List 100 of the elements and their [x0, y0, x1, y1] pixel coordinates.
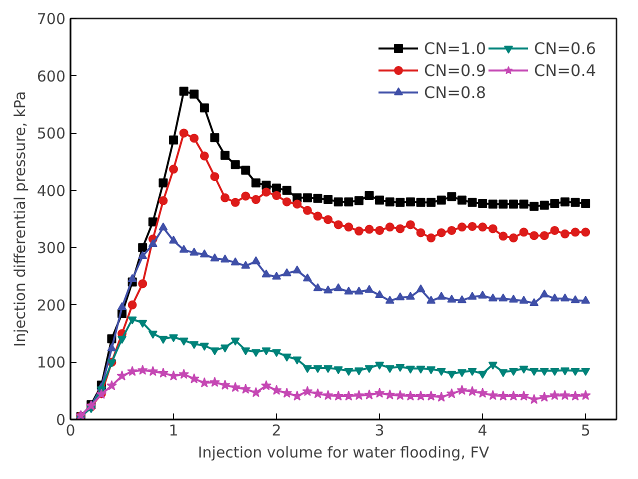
point	[282, 186, 292, 195]
point	[468, 292, 477, 300]
point	[580, 390, 591, 400]
point	[272, 349, 282, 358]
point	[446, 388, 457, 398]
point	[313, 212, 322, 221]
point	[457, 222, 466, 232]
point	[385, 222, 394, 232]
point	[468, 222, 477, 231]
point	[158, 196, 168, 206]
point	[560, 294, 570, 302]
point	[498, 390, 508, 401]
point	[519, 228, 528, 237]
point	[519, 366, 528, 374]
point	[426, 198, 436, 207]
point	[138, 279, 148, 288]
x-tick-label: 2	[272, 422, 282, 440]
point	[406, 197, 415, 206]
point	[118, 336, 127, 344]
point	[468, 198, 477, 207]
point	[302, 206, 312, 215]
point	[260, 380, 272, 390]
point	[354, 286, 364, 295]
point	[262, 188, 271, 197]
point	[498, 294, 508, 302]
point	[416, 390, 426, 401]
point	[540, 200, 549, 210]
x-tick-label: 1	[168, 422, 178, 440]
point	[240, 384, 251, 394]
point	[230, 382, 241, 392]
point	[426, 296, 436, 304]
point	[508, 368, 518, 376]
point	[302, 273, 312, 282]
y-tick-label: 600	[36, 67, 66, 86]
point	[406, 366, 415, 374]
point	[169, 236, 178, 244]
point	[375, 226, 384, 235]
point	[364, 389, 375, 400]
point	[550, 294, 560, 302]
point	[137, 364, 148, 375]
point	[406, 292, 415, 300]
point	[282, 197, 292, 206]
point	[188, 373, 200, 384]
y-tick-label: 100	[36, 354, 66, 372]
point	[406, 220, 415, 230]
point	[210, 172, 220, 182]
point	[344, 368, 354, 376]
point	[178, 368, 190, 379]
point	[199, 377, 210, 388]
point	[550, 368, 560, 376]
point	[375, 290, 384, 298]
point	[498, 232, 508, 241]
y-tick-label: 700	[36, 10, 66, 28]
point	[262, 347, 271, 356]
point	[324, 195, 333, 204]
legend-label: CN=0.9	[424, 60, 486, 80]
point	[539, 392, 550, 402]
point	[148, 366, 158, 376]
point	[477, 388, 488, 398]
point	[530, 298, 539, 306]
point	[241, 347, 250, 356]
point	[179, 128, 188, 138]
point	[292, 265, 302, 274]
point	[169, 164, 178, 174]
point	[447, 192, 456, 202]
point	[251, 349, 260, 358]
point	[396, 224, 405, 234]
point	[282, 388, 292, 398]
point	[518, 390, 530, 401]
point	[488, 390, 498, 400]
point	[426, 390, 436, 401]
point	[313, 194, 322, 203]
point	[200, 342, 209, 351]
point	[220, 254, 230, 262]
point	[158, 178, 168, 188]
point	[385, 296, 394, 304]
point	[478, 370, 488, 379]
point	[334, 283, 343, 292]
point	[302, 365, 312, 374]
point	[158, 222, 168, 230]
point	[220, 193, 230, 202]
point	[354, 196, 364, 206]
point	[250, 387, 262, 398]
point	[385, 365, 394, 374]
point	[519, 296, 528, 304]
point	[560, 367, 570, 376]
point	[334, 366, 343, 374]
point	[116, 370, 128, 381]
legend-label: CN=1.0	[424, 38, 486, 58]
point	[364, 284, 374, 293]
point	[396, 198, 405, 207]
y-tick-label: 300	[36, 239, 66, 258]
point	[241, 166, 250, 175]
point	[271, 384, 282, 395]
point	[467, 386, 478, 396]
point	[396, 292, 405, 300]
x-tick-label: 3	[374, 422, 384, 440]
point	[220, 344, 230, 352]
point	[210, 347, 220, 356]
point	[302, 193, 312, 202]
